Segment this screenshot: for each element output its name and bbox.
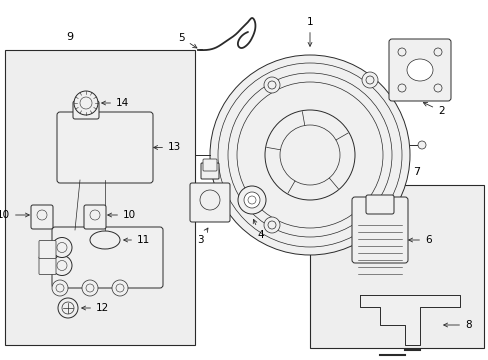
Text: 14: 14 [102,98,129,108]
FancyBboxPatch shape [190,183,229,222]
FancyBboxPatch shape [84,205,106,229]
Circle shape [52,256,72,275]
Circle shape [264,217,280,233]
Text: 4: 4 [253,219,263,240]
Text: 10: 10 [107,210,136,220]
Ellipse shape [90,231,120,249]
Text: 13: 13 [153,143,181,153]
Circle shape [82,280,98,296]
Circle shape [112,280,128,296]
Circle shape [209,55,409,255]
Circle shape [417,141,425,149]
Text: 2: 2 [423,103,444,116]
Text: 7: 7 [412,167,420,177]
Circle shape [361,72,377,88]
FancyBboxPatch shape [203,159,217,171]
FancyBboxPatch shape [39,256,56,274]
Circle shape [264,110,354,200]
Circle shape [52,238,72,257]
FancyBboxPatch shape [388,39,450,101]
FancyBboxPatch shape [365,195,393,214]
FancyBboxPatch shape [52,227,163,288]
FancyBboxPatch shape [39,240,56,258]
Text: 6: 6 [408,235,431,245]
Text: 5: 5 [178,33,197,48]
Circle shape [74,91,98,115]
Bar [309,185,483,348]
FancyBboxPatch shape [31,205,53,229]
FancyBboxPatch shape [201,163,219,179]
Text: 8: 8 [443,320,470,330]
Circle shape [52,280,68,296]
Text: 12: 12 [81,303,109,313]
Text: 11: 11 [123,235,150,245]
Circle shape [58,298,78,318]
Ellipse shape [406,59,432,81]
Text: 1: 1 [306,17,313,46]
FancyBboxPatch shape [57,112,153,183]
Circle shape [238,186,265,214]
FancyBboxPatch shape [73,101,99,119]
FancyBboxPatch shape [351,197,407,263]
Text: 9: 9 [66,32,73,42]
Circle shape [264,77,280,93]
Text: 10: 10 [0,210,29,220]
Bar [5,50,195,345]
Circle shape [244,192,260,208]
Text: 3: 3 [196,228,207,245]
Polygon shape [359,295,459,345]
